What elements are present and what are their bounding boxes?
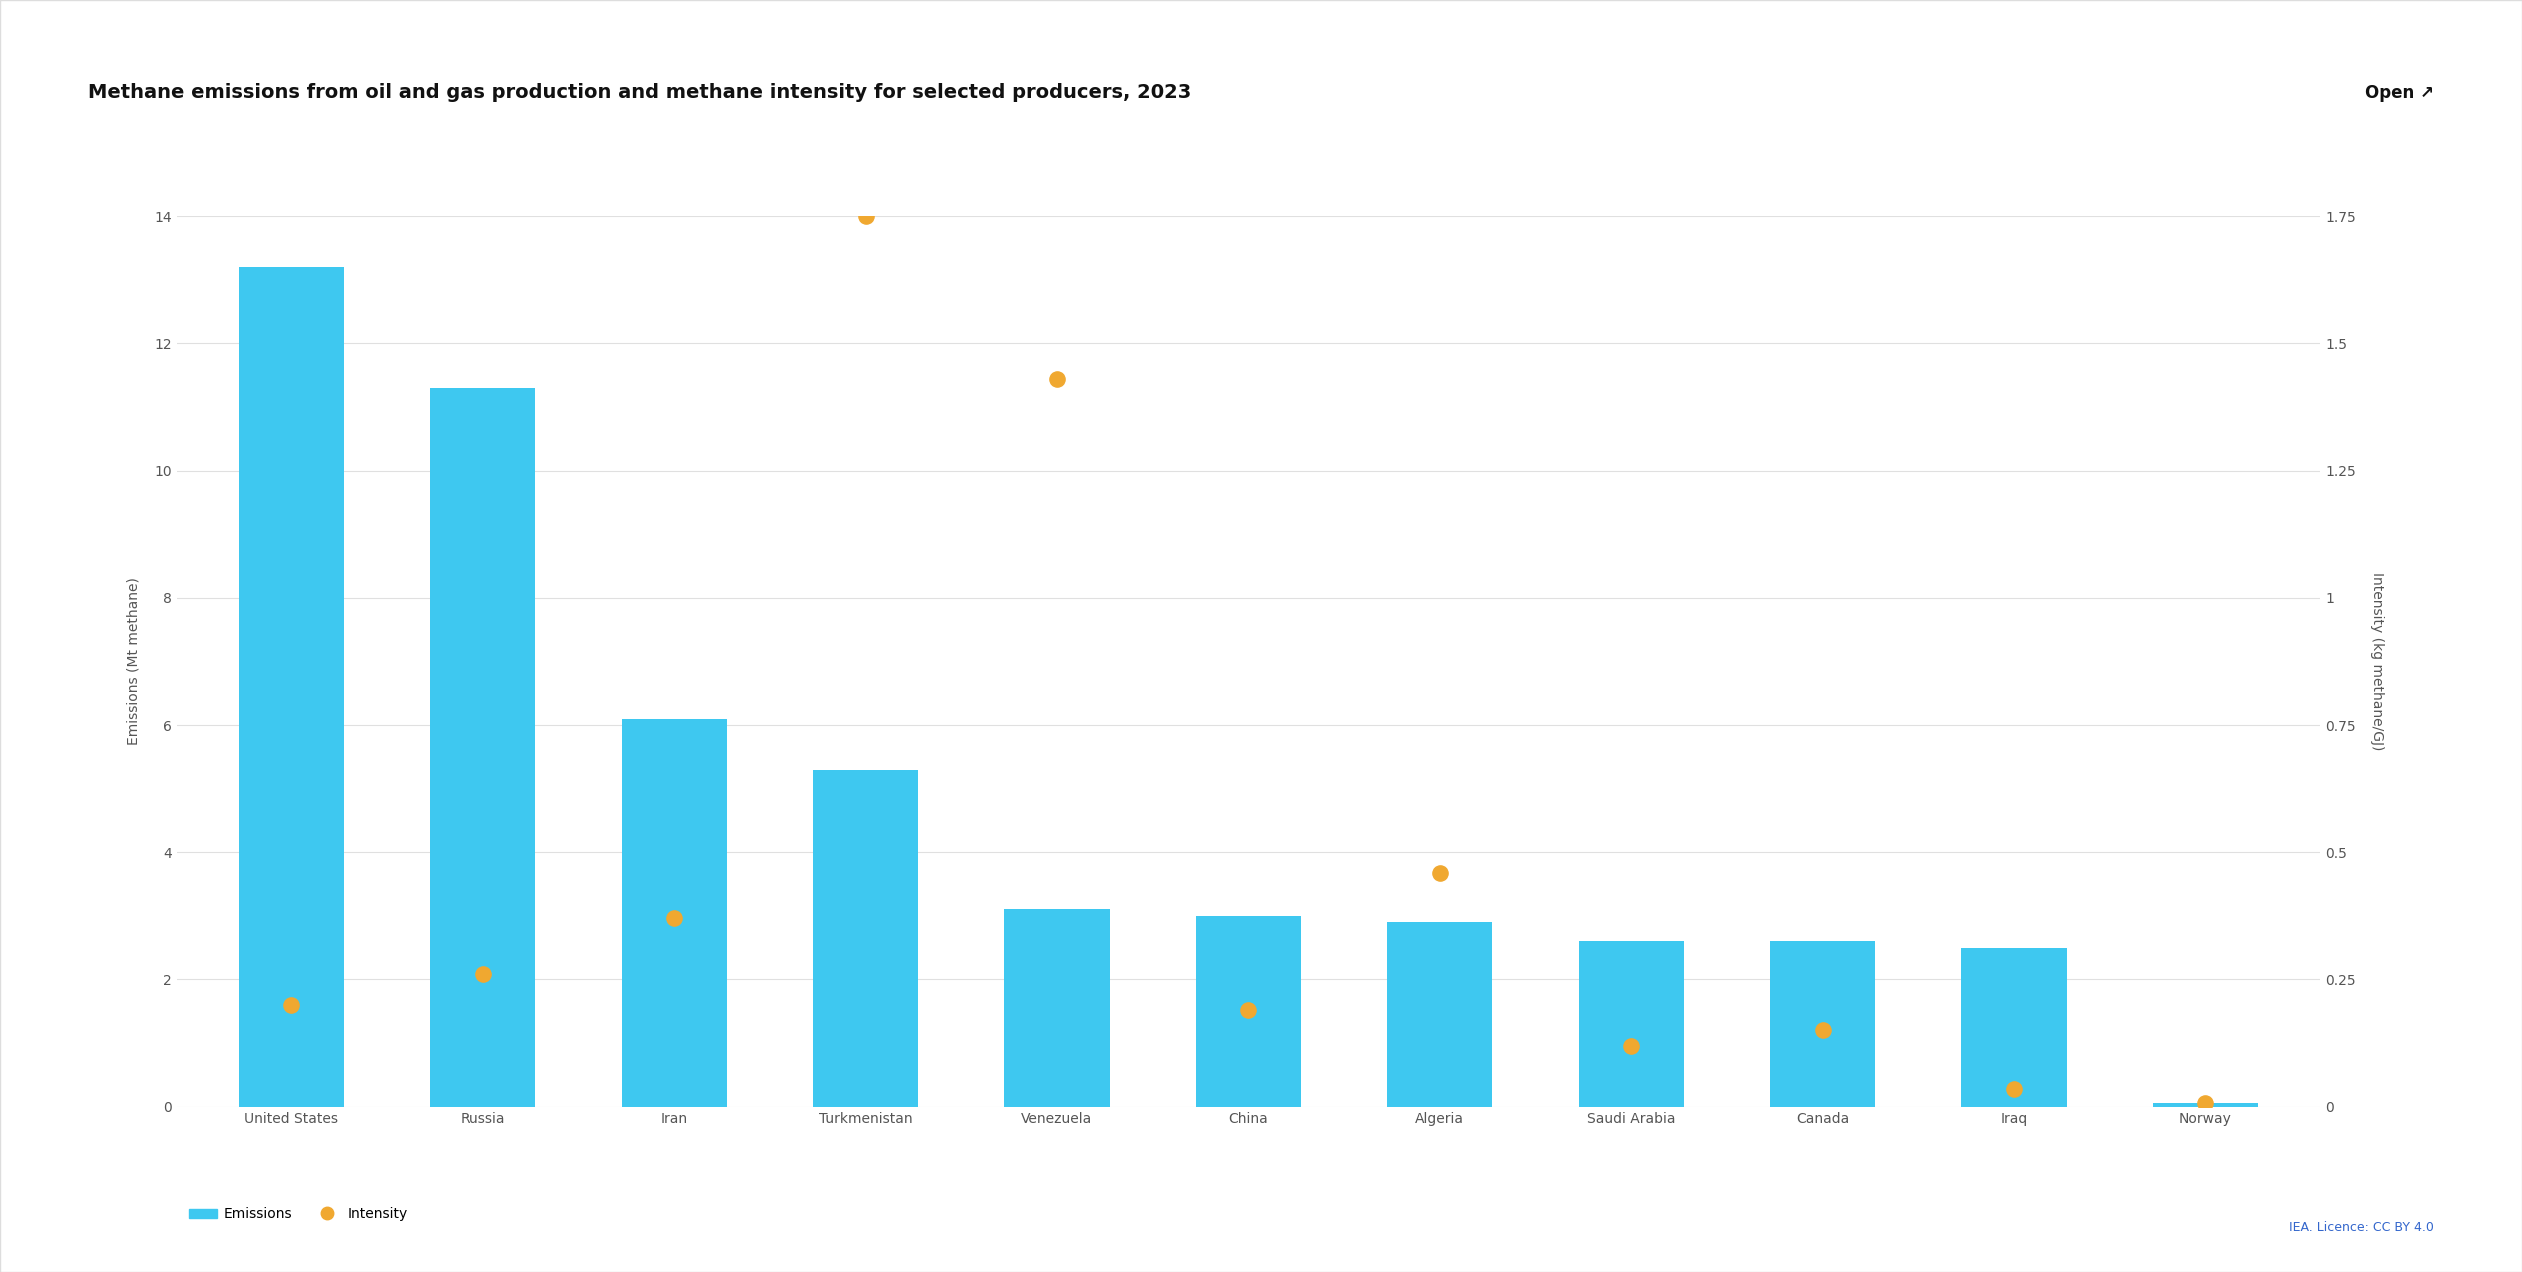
Point [1228, 1000, 1269, 1020]
Legend: Emissions, Intensity: Emissions, Intensity [184, 1202, 414, 1227]
Point [653, 908, 694, 929]
Y-axis label: Emissions (Mt methane): Emissions (Mt methane) [126, 577, 141, 745]
Bar [812, 770, 918, 1107]
Bar [2154, 1103, 2257, 1107]
Bar [1387, 922, 1493, 1107]
Point [1037, 369, 1077, 389]
Bar [1770, 941, 1876, 1107]
Point [1420, 862, 1460, 883]
Point [462, 964, 502, 985]
Bar [1579, 941, 1685, 1107]
Point [1803, 1020, 1844, 1040]
Point [272, 995, 313, 1015]
Bar [431, 388, 535, 1107]
Bar [240, 267, 343, 1107]
Bar [620, 719, 726, 1107]
Text: Open ↗: Open ↗ [2366, 84, 2434, 102]
Point [2184, 1093, 2224, 1113]
Text: IEA. Licence: CC BY 4.0: IEA. Licence: CC BY 4.0 [2290, 1221, 2434, 1234]
Point [1995, 1079, 2035, 1099]
Point [845, 206, 885, 226]
Y-axis label: Intensity (kg methane/GJ): Intensity (kg methane/GJ) [2371, 572, 2383, 750]
Text: Methane emissions from oil and gas production and methane intensity for selected: Methane emissions from oil and gas produ… [88, 83, 1190, 102]
Point [1612, 1035, 1652, 1056]
Bar [1195, 916, 1301, 1107]
Bar [1962, 948, 2066, 1107]
Bar [1004, 909, 1110, 1107]
